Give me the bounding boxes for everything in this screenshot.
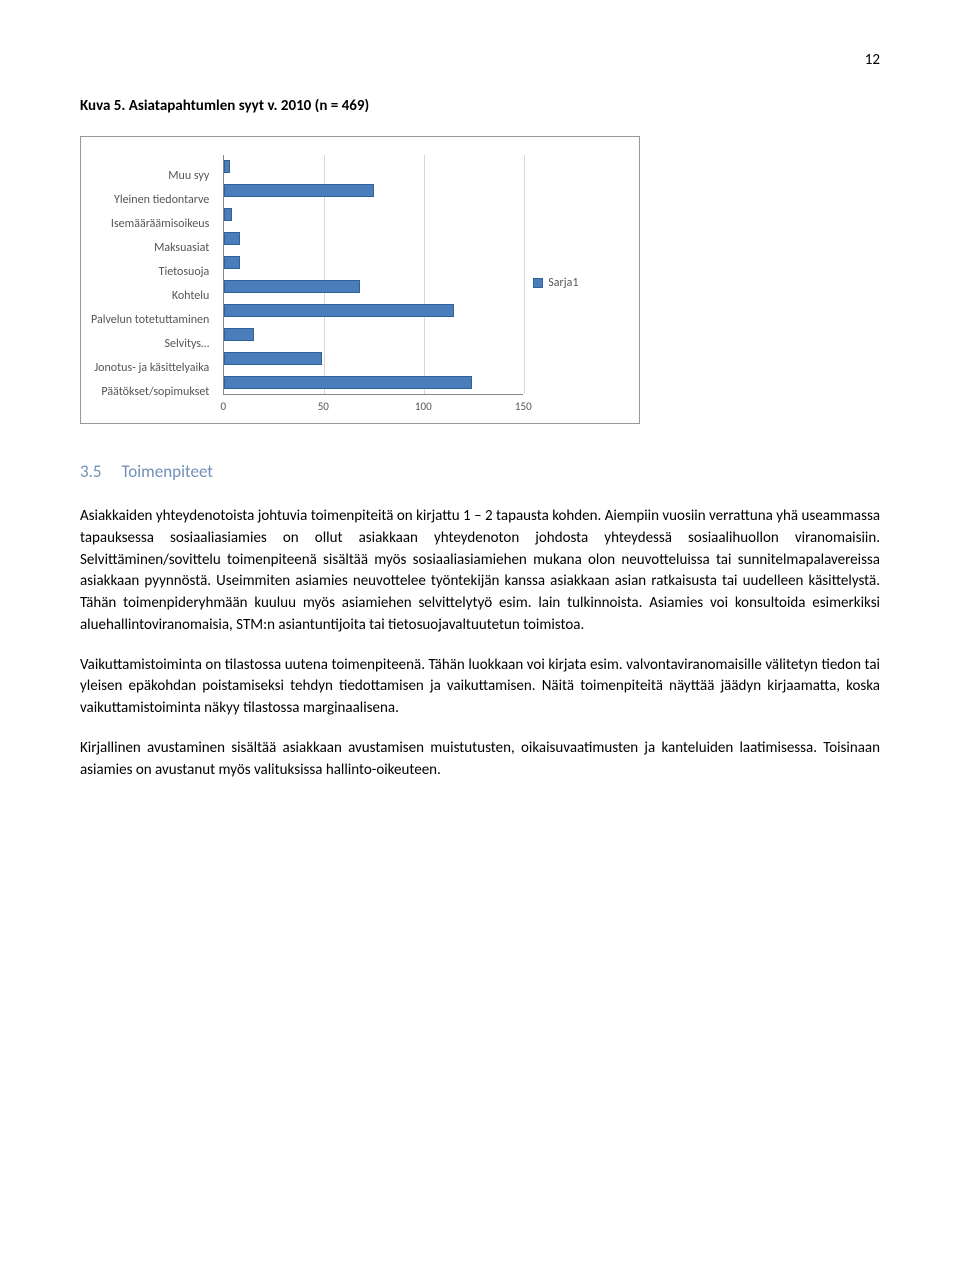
chart-category-label: Tietosuoja — [91, 260, 209, 284]
chart-category-label: Isemääräämisoikeus — [91, 212, 209, 236]
figure-title: Kuva 5. Asiatapahtumlen syyt v. 2010 (n … — [80, 96, 880, 118]
chart-bar — [224, 256, 240, 269]
chart-bar — [224, 160, 230, 173]
chart-bar — [224, 304, 454, 317]
chart-x-tick-label: 150 — [515, 399, 532, 415]
chart-category-label: Maksuasiat — [91, 236, 209, 260]
chart-category-label: Muu syy — [91, 164, 209, 188]
chart-x-tick-label: 100 — [415, 399, 432, 415]
chart-category-label: Palvelun totetuttaminen — [91, 308, 209, 332]
chart-legend: Sarja1 — [533, 275, 578, 292]
legend-label: Sarja1 — [548, 275, 578, 292]
chart-category-label: Jonotus- ja käsittelyaika — [91, 356, 209, 380]
chart-bar — [224, 328, 254, 341]
chart-x-tick-label: 0 — [220, 399, 226, 415]
chart-category-label: Kohtelu — [91, 284, 209, 308]
chart-category-label: Päätökset/sopimukset — [91, 380, 209, 404]
chart-bar — [224, 376, 472, 389]
section-title: Toimenpiteet — [122, 460, 213, 485]
chart-plot-area — [223, 155, 523, 395]
chart-category-label: Selvitys… — [91, 332, 209, 356]
page-number: 12 — [80, 50, 880, 72]
paragraph: Asiakkaiden yhteydenotoista johtuvia toi… — [80, 506, 880, 637]
chart-category-label: Yleinen tiedontarve — [91, 188, 209, 212]
chart-bar — [224, 208, 232, 221]
chart-x-ticks: 050100150 — [223, 399, 523, 413]
chart-y-labels: Muu syyYleinen tiedontarveIsemääräämisoi… — [91, 164, 213, 404]
section-heading: 3.5 Toimenpiteet — [80, 460, 880, 485]
chart-x-tick-label: 50 — [318, 399, 329, 415]
legend-swatch — [533, 278, 543, 288]
section-number: 3.5 — [80, 460, 102, 485]
chart-bar — [224, 352, 322, 365]
chart-bar — [224, 232, 240, 245]
chart-bar — [224, 184, 374, 197]
paragraph: Vaikuttamistoiminta on tilastossa uutena… — [80, 655, 880, 720]
chart-bar — [224, 280, 360, 293]
chart-container: Muu syyYleinen tiedontarveIsemääräämisoi… — [80, 136, 640, 424]
paragraph: Kirjallinen avustaminen sisältää asiakka… — [80, 738, 880, 782]
